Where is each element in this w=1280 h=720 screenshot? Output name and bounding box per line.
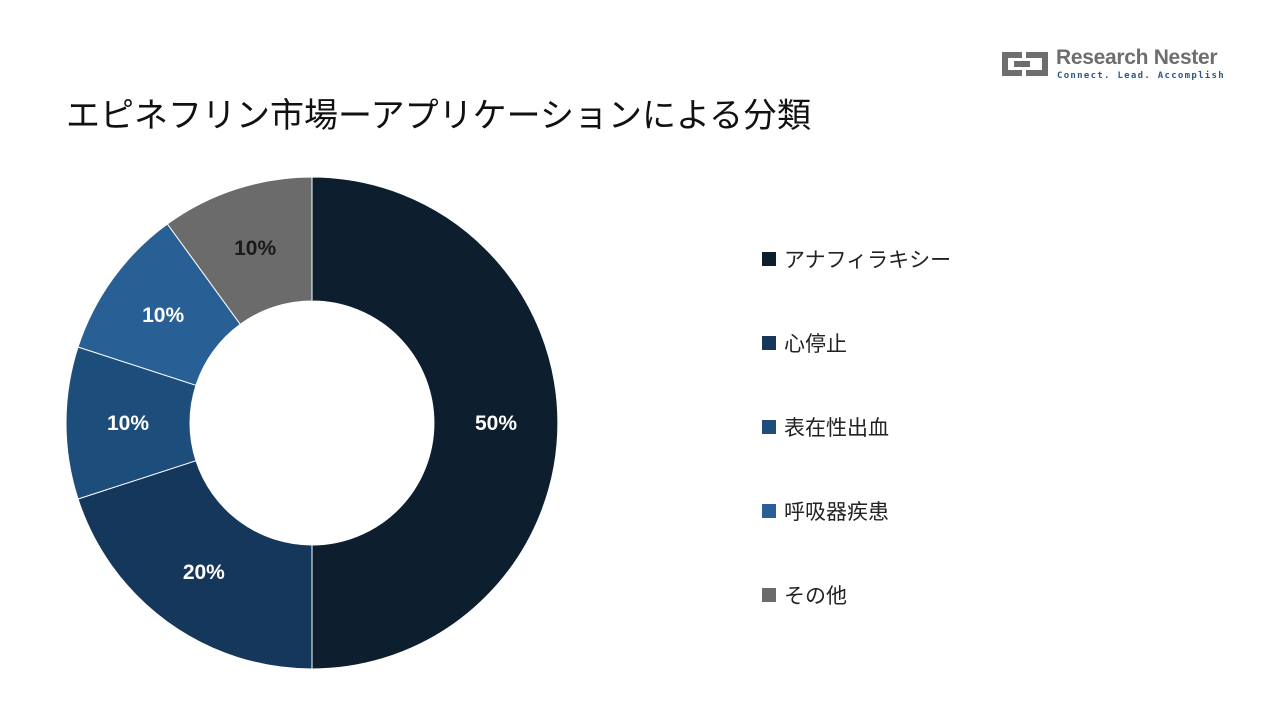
donut-slice-2 — [77, 460, 313, 670]
legend-label: 呼吸器疾患 — [784, 500, 889, 524]
donut-slice-5 — [166, 176, 313, 325]
logo-tagline: Connect. Lead. Accomplish — [1057, 71, 1225, 81]
data-label-3: 10% — [107, 412, 149, 435]
legend-item-4: 呼吸器疾患 — [762, 490, 951, 532]
legend-swatch — [762, 420, 776, 434]
legend-swatch — [762, 504, 776, 518]
legend-swatch — [762, 588, 776, 602]
data-label-5: 10% — [234, 237, 276, 260]
legend-swatch — [762, 252, 776, 266]
research-nester-logo: Research Nester Connect. Lead. Accomplis… — [998, 46, 1238, 86]
legend-swatch — [762, 336, 776, 350]
legend-item-1: アナフィラキシー — [762, 238, 951, 280]
legend-label: その他 — [784, 584, 847, 608]
legend-label: アナフィラキシー — [784, 248, 952, 272]
data-label-2: 20% — [183, 561, 225, 584]
chart-title: エピネフリン市場ーアプリケーションによる分類 — [66, 96, 811, 136]
data-label-4: 10% — [142, 304, 184, 327]
legend-label: 表在性出血 — [784, 416, 889, 440]
chart-legend: アナフィラキシー 心停止表在性出血呼吸器疾患その他 — [762, 238, 951, 658]
legend-item-3: 表在性出血 — [762, 406, 951, 448]
legend-label: 心停止 — [784, 332, 847, 356]
donut-slice-1 — [311, 176, 559, 670]
logo-mark-icon — [1002, 52, 1048, 76]
legend-item-2: 心停止 — [762, 322, 951, 364]
data-label-1: 50% — [475, 412, 517, 435]
legend-item-5: その他 — [762, 574, 951, 616]
logo-name: Research Nester — [1056, 46, 1218, 69]
